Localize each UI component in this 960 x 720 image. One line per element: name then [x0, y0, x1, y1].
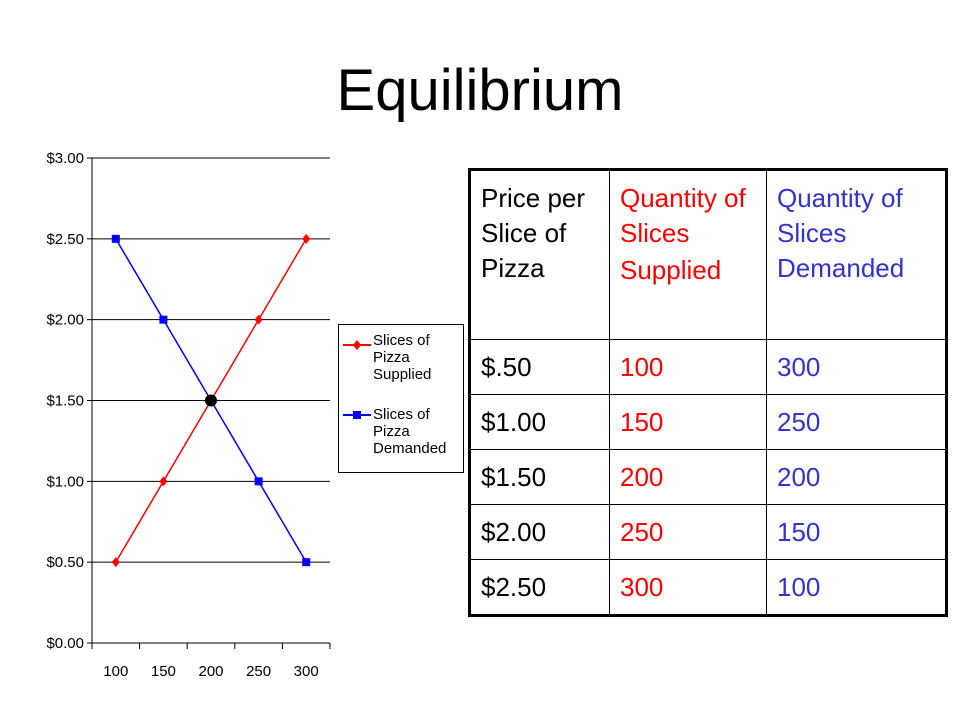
supplied-point [254, 314, 263, 325]
cell-demanded: 200 [766, 449, 947, 505]
x-tick-label: 200 [198, 663, 223, 680]
cell-demanded: 300 [766, 339, 947, 395]
legend-supplied-line1: Slices of [373, 332, 430, 349]
cell-demanded: 100 [766, 559, 947, 616]
table-row: $2.50 300 100 [469, 559, 947, 616]
diamond-marker-icon [343, 340, 371, 350]
square-marker-icon [343, 411, 371, 419]
table-header-row: Price per Slice of Pizza Quantity of Sli… [469, 169, 947, 340]
chart-legend: Slices of Pizza Supplied Slices of Pizza… [338, 324, 464, 473]
table-row: $1.50 200 200 [469, 449, 947, 505]
y-tick-label: $3.00 [46, 150, 84, 167]
legend-supplied-line3: Supplied [373, 366, 432, 383]
table-row: $.50 100 300 [469, 339, 947, 395]
legend-supplied-line2: Pizza [373, 349, 410, 366]
y-tick-label: $2.50 [46, 231, 84, 248]
y-tick-label: $0.00 [46, 635, 84, 652]
x-tick-label: 250 [246, 663, 271, 680]
header-supplied-main: Quantity of Slices [620, 183, 746, 248]
supplied-point [159, 476, 168, 487]
y-tick-label: $1.50 [46, 393, 84, 410]
cell-price: $1.00 [469, 394, 610, 450]
x-tick-label: 300 [294, 663, 319, 680]
slide-title: Equilibrium [336, 58, 624, 123]
header-supplied-word: Supplied [620, 255, 722, 285]
legend-demanded-line3: Demanded [373, 440, 447, 457]
y-tick-label: $0.50 [46, 554, 84, 571]
cell-price: $2.50 [469, 559, 610, 616]
supplied-point [111, 557, 120, 568]
cell-demanded: 250 [766, 394, 947, 450]
table-row: $2.00 250 150 [469, 504, 947, 560]
cell-supplied: 150 [609, 394, 767, 450]
header-demanded: Quantity of Slices Demanded [766, 169, 947, 340]
header-supplied: Quantity of Slices Supplied [609, 169, 767, 340]
chart-svg: $0.00 $0.50 $1.00 $1.50 $2.00 $2.50 $3.00 100 15… [46, 150, 331, 680]
cell-demanded: 150 [766, 504, 947, 560]
header-price: Price per Slice of Pizza [469, 169, 610, 340]
cell-price: $.50 [469, 339, 610, 395]
x-tick-label: 150 [151, 663, 176, 680]
equilibrium-chart: $0.00 $0.50 $1.00 $1.50 $2.00 $2.50 $3.00 100 15… [0, 0, 470, 720]
cell-price: $1.50 [469, 449, 610, 505]
cell-supplied: 300 [609, 559, 767, 616]
demanded-point [111, 234, 120, 243]
supplied-point [302, 233, 311, 244]
y-tick-label: $1.00 [46, 473, 84, 490]
y-tick-label: $2.00 [46, 312, 84, 329]
equilibrium-point [205, 394, 217, 407]
demanded-point [302, 558, 311, 567]
x-tick-label: 100 [103, 663, 128, 680]
supply-demand-table: Price per Slice of Pizza Quantity of Sli… [468, 168, 948, 617]
cell-supplied: 100 [609, 339, 767, 395]
demanded-point [254, 477, 263, 486]
table-row: $1.00 150 250 [469, 394, 947, 450]
legend-demanded-line2: Pizza [373, 423, 410, 440]
cell-supplied: 200 [609, 449, 767, 505]
cell-supplied: 250 [609, 504, 767, 560]
legend-demanded-line1: Slices of [373, 406, 430, 423]
demanded-point [159, 315, 168, 324]
cell-price: $2.00 [469, 504, 610, 560]
